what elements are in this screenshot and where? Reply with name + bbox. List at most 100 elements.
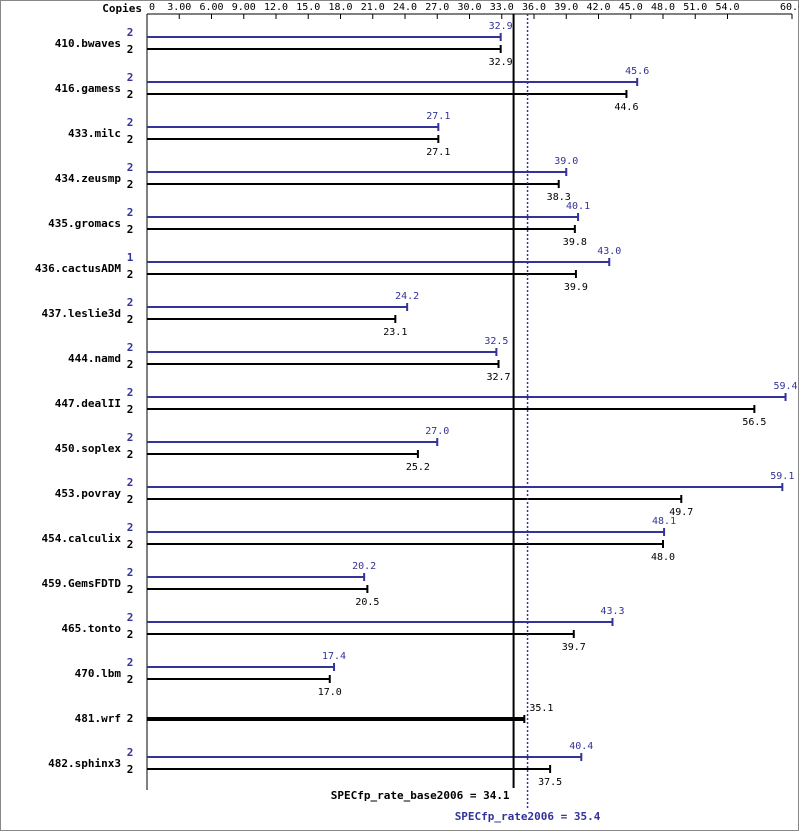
x-tick-label: 27.0 <box>425 2 449 13</box>
value-label: 27.1 <box>426 111 450 122</box>
copies-label: 2 <box>127 476 134 489</box>
category-label: 465.tonto <box>61 622 121 635</box>
value-label: 39.0 <box>554 156 578 167</box>
x-tick-label: 39.0 <box>554 2 578 13</box>
copies-label: 2 <box>127 746 134 759</box>
copies-label: 2 <box>127 566 134 579</box>
value-label: 32.9 <box>489 21 513 32</box>
value-label: 39.7 <box>562 642 586 653</box>
value-label: 20.5 <box>355 597 379 608</box>
reference-label: SPECfp_rate2006 = 35.4 <box>455 810 601 823</box>
copies-label: 2 <box>127 712 134 725</box>
copies-label: 2 <box>127 431 134 444</box>
x-tick-label: 15.0 <box>296 2 320 13</box>
x-tick-label: 3.00 <box>167 2 191 13</box>
copies-header: Copies <box>102 2 142 15</box>
value-label: 59.1 <box>770 471 794 482</box>
value-label: 40.4 <box>569 741 593 752</box>
copies-label: 2 <box>127 313 134 326</box>
x-tick-label: 30.0 <box>457 2 481 13</box>
x-tick-label: 33.0 <box>490 2 514 13</box>
category-label: 444.namd <box>68 352 121 365</box>
value-label: 43.0 <box>597 246 621 257</box>
copies-label: 2 <box>127 133 134 146</box>
x-tick-label: 0 <box>149 2 155 13</box>
value-label: 24.2 <box>395 291 419 302</box>
x-tick-label: 6.00 <box>199 2 223 13</box>
copies-label: 2 <box>127 268 134 281</box>
value-label: 17.0 <box>318 687 342 698</box>
x-tick-label: 36.0 <box>522 2 546 13</box>
copies-label: 2 <box>127 386 134 399</box>
reference-label: SPECfp_rate_base2006 = 34.1 <box>331 789 510 802</box>
value-label: 17.4 <box>322 651 346 662</box>
value-label: 59.4 <box>774 381 798 392</box>
category-label: 416.gamess <box>55 82 121 95</box>
copies-label: 2 <box>127 448 134 461</box>
category-label: 433.milc <box>68 127 121 140</box>
category-label: 435.gromacs <box>48 217 121 230</box>
copies-label: 2 <box>127 583 134 596</box>
copies-label: 2 <box>127 178 134 191</box>
copies-label: 2 <box>127 71 134 84</box>
copies-label: 2 <box>127 296 134 309</box>
category-label: 481.wrf <box>75 712 121 725</box>
x-tick-label: 42.0 <box>586 2 610 13</box>
value-label: 32.5 <box>484 336 508 347</box>
value-label: 38.3 <box>547 192 571 203</box>
copies-label: 2 <box>127 206 134 219</box>
value-label: 39.8 <box>563 237 587 248</box>
copies-label: 2 <box>127 763 134 776</box>
value-label: 45.6 <box>625 66 649 77</box>
copies-label: 2 <box>127 611 134 624</box>
value-label: 48.0 <box>651 552 675 563</box>
x-tick-label: 48.0 <box>651 2 675 13</box>
value-label: 27.1 <box>426 147 450 158</box>
value-label: 40.1 <box>566 201 590 212</box>
category-label: 454.calculix <box>42 532 122 545</box>
x-tick-label: 18.0 <box>328 2 352 13</box>
value-label: 39.9 <box>564 282 588 293</box>
category-label: 450.soplex <box>55 442 122 455</box>
copies-label: 2 <box>127 521 134 534</box>
value-label: 20.2 <box>352 561 376 572</box>
x-tick-label: 54.0 <box>715 2 739 13</box>
copies-label: 2 <box>127 26 134 39</box>
category-label: 453.povray <box>55 487 122 500</box>
value-label: 32.7 <box>486 372 510 383</box>
copies-label: 2 <box>127 656 134 669</box>
category-label: 447.dealII <box>55 397 121 410</box>
copies-label: 2 <box>127 493 134 506</box>
x-tick-label: 24.0 <box>393 2 417 13</box>
copies-label: 2 <box>127 43 134 56</box>
value-label: 49.7 <box>669 507 693 518</box>
x-tick-label: 45.0 <box>619 2 643 13</box>
copies-label: 2 <box>127 358 134 371</box>
value-label: 43.3 <box>600 606 624 617</box>
copies-label: 2 <box>127 116 134 129</box>
copies-label: 2 <box>127 673 134 686</box>
copies-label: 2 <box>127 223 134 236</box>
copies-label: 2 <box>127 88 134 101</box>
value-label: 25.2 <box>406 462 430 473</box>
copies-label: 2 <box>127 403 134 416</box>
value-label: 56.5 <box>742 417 766 428</box>
copies-label: 2 <box>127 161 134 174</box>
x-tick-label: 21.0 <box>361 2 385 13</box>
copies-label: 2 <box>127 628 134 641</box>
value-label: 35.1 <box>529 703 553 714</box>
x-tick-label: 12.0 <box>264 2 288 13</box>
x-tick-label: 60.0 <box>780 2 799 13</box>
category-label: 434.zeusmp <box>55 172 122 185</box>
value-label: 37.5 <box>538 777 562 788</box>
x-tick-label: 9.00 <box>232 2 256 13</box>
copies-label: 2 <box>127 538 134 551</box>
x-tick-label: 51.0 <box>683 2 707 13</box>
value-label: 32.9 <box>489 57 513 68</box>
category-label: 470.lbm <box>75 667 122 680</box>
category-label: 459.GemsFDTD <box>42 577 122 590</box>
copies-label: 2 <box>127 341 134 354</box>
value-label: 23.1 <box>383 327 407 338</box>
